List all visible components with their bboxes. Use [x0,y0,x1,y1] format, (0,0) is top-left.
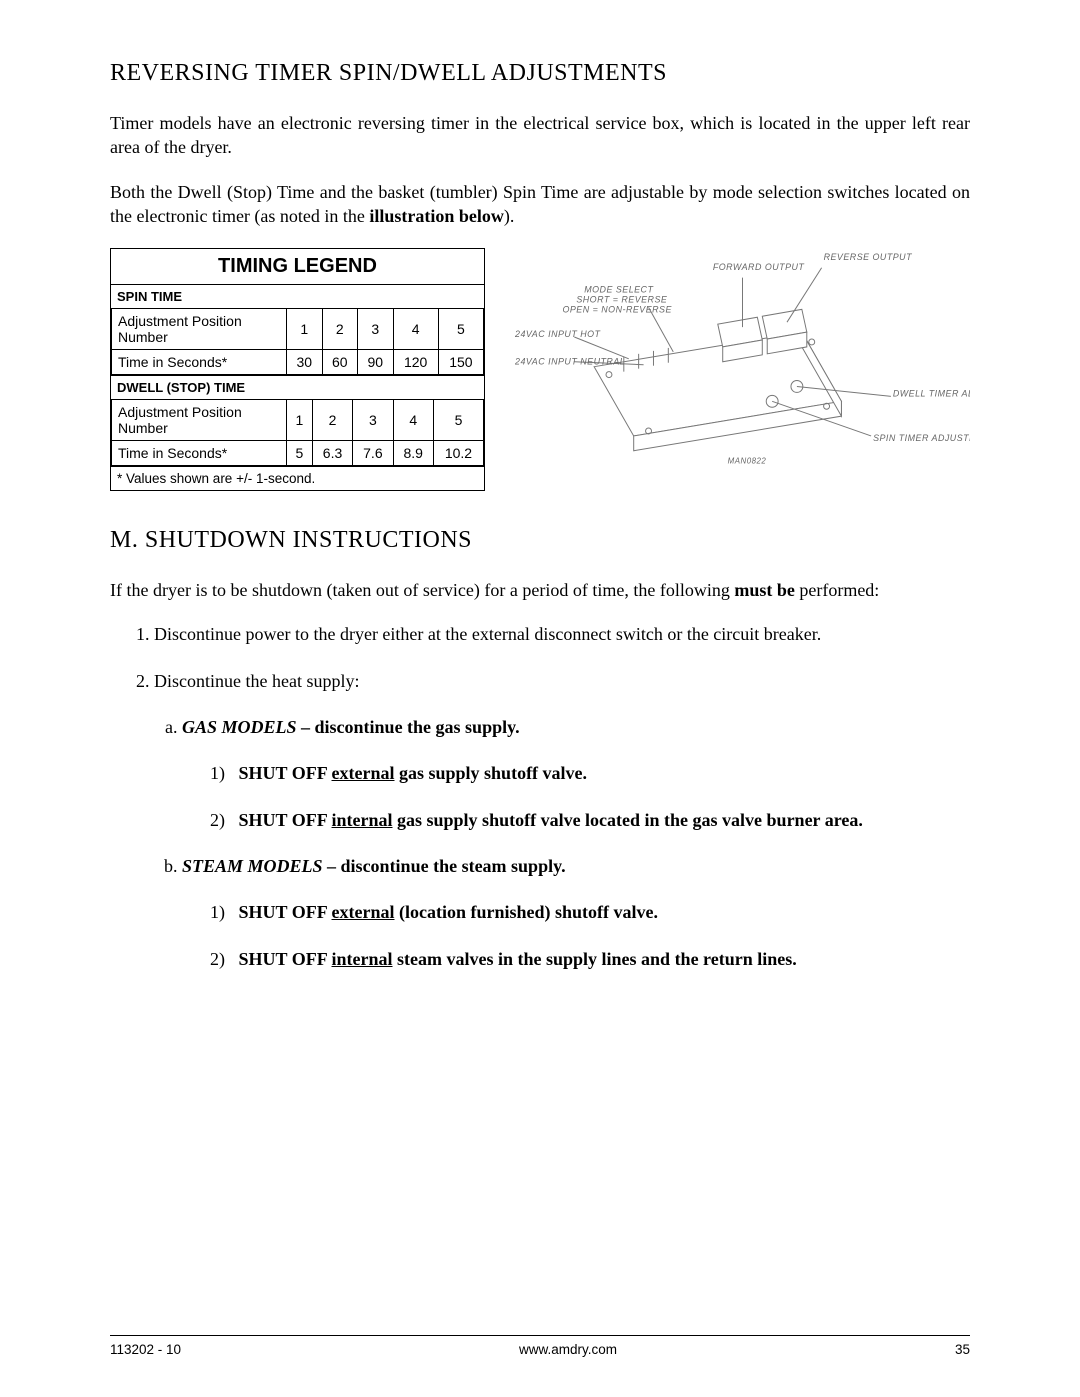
para-reversing-1: Timer models have an electronic reversin… [110,111,970,160]
table-row: Adjustment Position Number 1 2 3 4 5 [112,309,484,350]
legend-and-diagram-row: TIMING LEGEND Spin Time Adjustment Posit… [110,248,970,491]
list-item: Discontinue the heat supply: GAS MODELS … [154,669,970,971]
list-item: 2) SHUT OFF internal gas supply shutoff … [210,808,970,832]
list-item: 1) SHUT OFF external (location furnished… [210,900,970,924]
list-item: Discontinue power to the dryer either at… [154,622,970,646]
cell-label: Adjustment Position Number [112,309,287,350]
footer-left: 113202 - 10 [110,1342,181,1357]
label-mode-l1: MODE SELECT [584,285,653,295]
cell: 5 [438,309,483,350]
steam-sub-list: 1) SHUT OFF external (location furnished… [182,900,970,971]
para2-bold: illustration below [369,206,504,226]
b2-pre: SHUT OFF [239,949,332,969]
cell-label: Time in Seconds* [112,350,287,375]
legend-dwell-header: Dwell (Stop) Time [111,375,484,399]
table-row: Time in Seconds* 5 6.3 7.6 8.9 10.2 [112,441,484,466]
label-hot: 24VAC INPUT HOT [515,329,601,339]
cell: 90 [358,350,394,375]
cell: 150 [438,350,483,375]
cell: 2 [322,309,358,350]
cell-label: Time in Seconds* [112,441,287,466]
gas-models-rest: – discontinue the gas supply [297,717,516,737]
list-item: GAS MODELS – discontinue the gas supply.… [182,715,970,832]
cell: 1 [287,309,323,350]
table-row: Time in Seconds* 30 60 90 120 150 [112,350,484,375]
intro-a: If the dryer is to be shutdown (taken ou… [110,580,734,600]
a1-u: external [332,763,395,783]
legend-title: TIMING LEGEND [111,249,484,284]
gas-models-label: GAS MODELS [182,717,297,737]
cell: 60 [322,350,358,375]
para2-a: Both the Dwell (Stop) Time and the baske… [110,182,970,226]
list-item: 2) SHUT OFF internal steam valves in the… [210,947,970,971]
a1-post: gas supply shutoff valve [395,763,583,783]
footer-right: 35 [955,1342,970,1357]
section-title-reversing: REVERSING TIMER SPIN/DWELL ADJUSTMENTS [110,60,970,87]
cell: 8.9 [393,441,433,466]
legend-spin-header: Spin Time [111,284,484,308]
cell: 4 [393,400,433,441]
shutdown-main-list: Discontinue power to the dryer either at… [110,622,970,970]
para2-b: ). [504,206,515,226]
b1-u: external [332,902,395,922]
legend-footnote: * Values shown are +/- 1-second. [111,466,484,490]
page-footer: 113202 - 10 www.amdry.com 35 [110,1335,970,1357]
cell: 30 [287,350,323,375]
cell: 1 [287,400,313,441]
cell: 4 [393,309,438,350]
label-partno: MAN0822 [728,457,767,466]
cell: 10.2 [433,441,483,466]
b1-post: (location furnished) shutoff valve [395,902,654,922]
label-dwell: DWELL TIMER ADJUSTMENT [893,389,970,399]
label-mode-l3: OPEN = NON-REVERSE [562,304,672,314]
legend-dwell-rows: Adjustment Position Number 1 2 3 4 5 Tim… [111,399,484,466]
cell: 2 [312,400,352,441]
label-spin: SPIN TIMER ADJUSTMENT [873,433,970,443]
item2-text: Discontinue the heat supply: [154,671,359,691]
shutdown-sub-alpha: GAS MODELS – discontinue the gas supply.… [154,715,970,971]
cell: 5 [287,441,313,466]
footer-center: www.amdry.com [519,1342,617,1357]
label-forward-output: FORWARD OUTPUT [713,262,805,272]
cell: 6.3 [312,441,352,466]
list-item: STEAM MODELS – discontinue the steam sup… [182,854,970,971]
b1-pre: SHUT OFF [239,902,332,922]
a2-post: gas supply shutoff valve located in the … [393,810,859,830]
legend-spin-rows: Adjustment Position Number 1 2 3 4 5 Tim… [111,308,484,375]
b2-u: internal [332,949,393,969]
steam-models-rest: – discontinue the steam supply [323,856,562,876]
cell: 7.6 [353,441,393,466]
a2-u: internal [332,810,393,830]
cell: 3 [353,400,393,441]
para-reversing-2: Both the Dwell (Stop) Time and the baske… [110,180,970,229]
steam-models-label: STEAM MODELS [182,856,323,876]
a1-pre: SHUT OFF [239,763,332,783]
shutdown-intro: If the dryer is to be shutdown (taken ou… [110,578,970,602]
label-neutral: 24VAC INPUT NEUTRAL [515,357,625,367]
timer-board-diagram: REVERSE OUTPUT FORWARD OUTPUT MODE SELEC… [515,248,970,488]
cell: 5 [433,400,483,441]
label-reverse-output: REVERSE OUTPUT [824,252,913,262]
b2-post: steam valves in the supply lines and the… [393,949,793,969]
intro-bold: must be [734,580,795,600]
list-item: 1) SHUT OFF external gas supply shutoff … [210,761,970,785]
a2-pre: SHUT OFF [239,810,332,830]
cell-label: Adjustment Position Number [112,400,287,441]
timing-legend-table: TIMING LEGEND Spin Time Adjustment Posit… [110,248,485,491]
cell: 120 [393,350,438,375]
table-row: Adjustment Position Number 1 2 3 4 5 [112,400,484,441]
cell: 3 [358,309,394,350]
intro-b: performed: [795,580,879,600]
section-title-shutdown: M. SHUTDOWN INSTRUCTIONS [110,527,970,554]
gas-sub-list: 1) SHUT OFF external gas supply shutoff … [182,761,970,832]
diagram-svg: REVERSE OUTPUT FORWARD OUTPUT MODE SELEC… [515,248,970,485]
label-mode-l2: SHORT = REVERSE [576,295,668,305]
